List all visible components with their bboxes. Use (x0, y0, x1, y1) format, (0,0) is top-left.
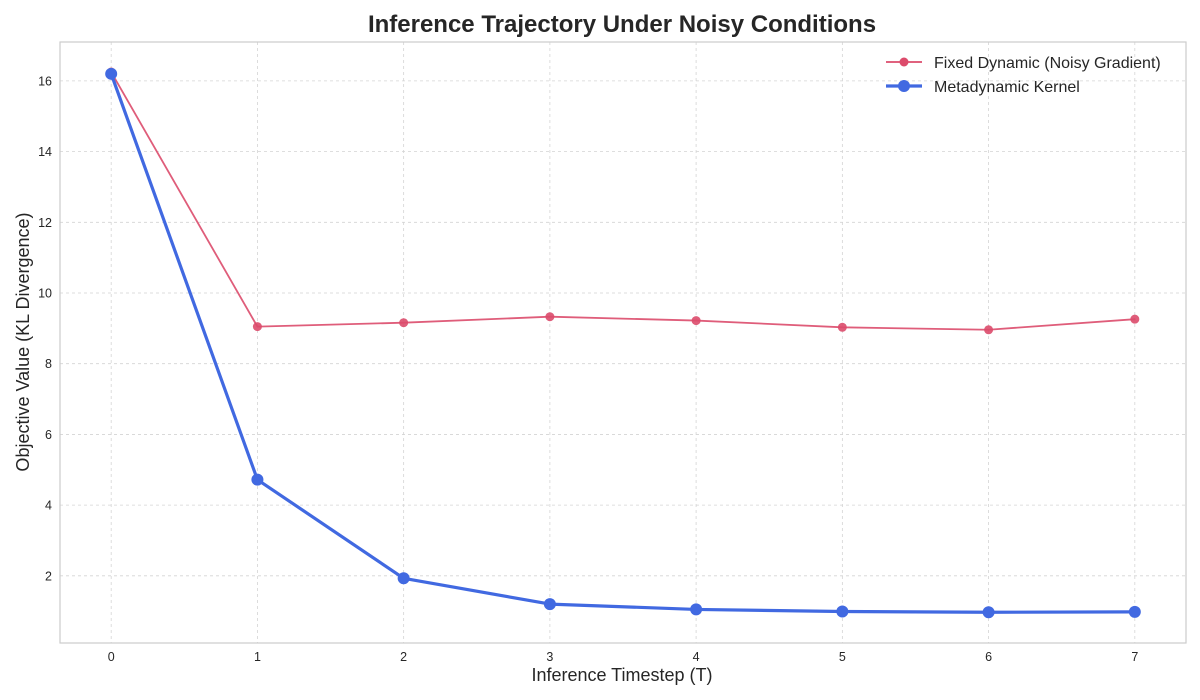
data-point-metadynamic-kernel (397, 572, 410, 585)
legend-marker-metadynamic-kernel (898, 80, 910, 92)
data-point-fixed-dynamic (691, 316, 701, 326)
x-axis-ticks: 0 1 2 3 4 5 6 7 (108, 650, 1139, 664)
data-point-metadynamic-kernel (251, 473, 264, 486)
series-layer (105, 67, 1141, 619)
y-tick-label: 10 (38, 287, 52, 301)
data-point-metadynamic-kernel (1128, 605, 1141, 618)
y-tick-label: 12 (38, 216, 52, 230)
data-point-fixed-dynamic (252, 322, 262, 332)
data-point-metadynamic-kernel (543, 598, 556, 611)
data-point-metadynamic-kernel (982, 606, 995, 619)
y-axis-label: Objective Value (KL Divergence) (13, 212, 33, 471)
legend-marker-fixed-dynamic (899, 57, 909, 67)
legend-entry-metadynamic-kernel: Metadynamic Kernel (886, 79, 1080, 96)
plot-frame (59, 41, 1187, 644)
grid (60, 42, 1186, 643)
x-tick-label: 7 (1131, 650, 1138, 664)
legend-label-fixed-dynamic: Fixed Dynamic (Noisy Gradient) (934, 55, 1161, 72)
data-point-fixed-dynamic (984, 325, 994, 335)
x-axis-label: Inference Timestep (T) (531, 665, 712, 685)
y-tick-label: 16 (38, 74, 52, 88)
data-point-metadynamic-kernel (836, 605, 849, 618)
x-tick-label: 4 (693, 650, 700, 664)
y-tick-label: 6 (45, 428, 52, 442)
data-point-metadynamic-kernel (105, 67, 118, 80)
legend: Fixed Dynamic (Noisy Gradient) Metadynam… (886, 55, 1161, 96)
y-tick-label: 4 (45, 499, 52, 513)
x-tick-label: 6 (985, 650, 992, 664)
x-tick-label: 2 (400, 650, 407, 664)
y-tick-label: 8 (45, 357, 52, 371)
data-point-fixed-dynamic (837, 322, 847, 332)
x-tick-label: 1 (254, 650, 261, 664)
data-point-metadynamic-kernel (690, 603, 703, 616)
series-line-metadynamic-kernel (109, 72, 1137, 614)
x-tick-label: 3 (546, 650, 553, 664)
chart-title: Inference Trajectory Under Noisy Conditi… (368, 11, 876, 38)
x-tick-label: 0 (108, 650, 115, 664)
y-axis-ticks: 2 4 6 8 10 12 14 16 (38, 74, 52, 583)
y-tick-label: 2 (45, 569, 52, 583)
data-point-fixed-dynamic (545, 312, 555, 322)
y-tick-label: 14 (38, 145, 52, 159)
series-line-fixed-dynamic (110, 71, 1136, 331)
data-point-fixed-dynamic (1130, 314, 1140, 324)
data-point-fixed-dynamic (399, 318, 409, 328)
x-tick-label: 5 (839, 650, 846, 664)
legend-label-metadynamic-kernel: Metadynamic Kernel (934, 79, 1080, 96)
legend-entry-fixed-dynamic: Fixed Dynamic (Noisy Gradient) (886, 55, 1161, 72)
